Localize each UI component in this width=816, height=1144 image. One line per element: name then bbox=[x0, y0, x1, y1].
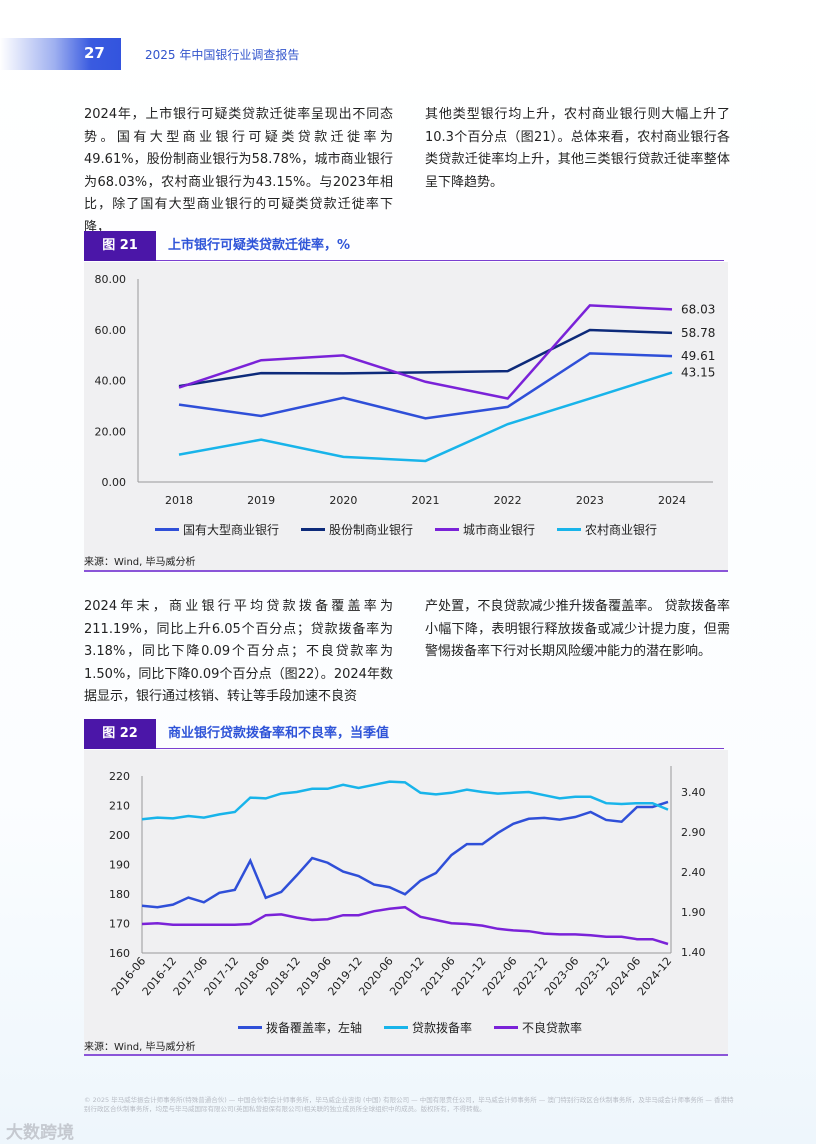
section2-right-text: 产处置，不良贷款减少推升拨备覆盖率。 贷款拨备率小幅下降，表明银行释放拨备或减少… bbox=[425, 599, 730, 660]
series-line bbox=[178, 371, 673, 463]
y-tick-label: 40.00 bbox=[95, 375, 127, 388]
figure21-tag: 图 21 bbox=[84, 231, 156, 261]
legend-swatch bbox=[435, 528, 460, 531]
section2-left-text: 2024年末，商业银行平均贷款拨备覆盖率为211.19%，同比上升6.05个百分… bbox=[84, 599, 393, 705]
left-y-tick-label: 200 bbox=[109, 829, 130, 842]
right-y-tick-label: 1.40 bbox=[681, 946, 706, 959]
end-data-label: 43.15 bbox=[681, 366, 715, 380]
legend-label: 不良贷款率 bbox=[522, 1021, 583, 1035]
figure21-legend: 国有大型商业银行 股份制商业银行 城市商业银行 农村商业银行 bbox=[155, 521, 657, 538]
end-data-label: 49.61 bbox=[681, 349, 715, 363]
figure21-source: 来源：Wind, 毕马威分析 bbox=[84, 557, 196, 568]
figure22-legend-item: 拨备覆盖率，左轴 bbox=[238, 1019, 362, 1036]
legend-swatch bbox=[301, 528, 326, 531]
page-number: 27 bbox=[84, 44, 105, 62]
figure22-chart: 160 170 180 190 200 210 220 1.40 1.90 2.40 2.90 3.4… bbox=[84, 750, 728, 1054]
section1-right-text: 其他类型银行均上升，农村商业银行则大幅上升了10.3个百分点（图21）。总体来看… bbox=[425, 107, 730, 190]
legend-label: 国有大型商业银行 bbox=[183, 523, 280, 537]
left-y-tick-label: 160 bbox=[109, 947, 130, 960]
right-y-tick-label: 1.90 bbox=[681, 906, 706, 919]
right-y-tick-label: 3.40 bbox=[681, 786, 706, 799]
figure22-header: 图 22 商业银行贷款拨备率和不良率，当季值 bbox=[84, 719, 724, 749]
section1-left-text: 2024年，上市银行可疑类贷款迁徙率呈现出不同态势。国有大型商业银行可疑类贷款迁… bbox=[84, 107, 393, 235]
left-y-tick-label: 170 bbox=[109, 918, 130, 931]
end-data-label: 68.03 bbox=[681, 302, 715, 316]
figure21-header: 图 21 上市银行可疑类贷款迁徙率，% bbox=[84, 231, 724, 261]
series-line bbox=[178, 304, 673, 400]
figure21-title: 上市银行可疑类贷款迁徙率，% bbox=[168, 238, 351, 253]
figure22-legend: 拨备覆盖率，左轴 贷款拨备率 不良贷款率 bbox=[238, 1019, 582, 1036]
x-tick-label: 2018 bbox=[165, 494, 193, 507]
legend-label: 城市商业银行 bbox=[463, 523, 536, 537]
legend-swatch bbox=[494, 1026, 519, 1029]
y-tick-label: 0.00 bbox=[102, 476, 127, 489]
figure22-source: 来源：Wind, 毕马威分析 bbox=[84, 1042, 196, 1053]
figure21-bottom-rule bbox=[84, 570, 728, 572]
legend-label: 拨备覆盖率，左轴 bbox=[266, 1021, 363, 1035]
right-y-tick-label: 2.40 bbox=[681, 866, 706, 879]
left-y-tick-label: 180 bbox=[109, 888, 130, 901]
x-tick-label: 2019 bbox=[247, 494, 275, 507]
y-tick-label: 20.00 bbox=[95, 425, 127, 438]
figure22-svg: 160 170 180 190 200 210 220 1.40 1.90 2.40 2.90 3.4… bbox=[109, 766, 706, 998]
x-tick-label: 2023 bbox=[576, 494, 604, 507]
copyright-footer: © 2025 毕马威华振会计师事务所(特殊普通合伙) — 中国合伙制会计师事务所… bbox=[84, 1096, 734, 1113]
figure21-legend-item: 股份制商业银行 bbox=[301, 521, 413, 538]
figure22-tag: 图 22 bbox=[84, 719, 156, 749]
watermark-logo: 大数跨境 bbox=[6, 1123, 74, 1143]
right-y-tick-label: 2.90 bbox=[681, 826, 706, 839]
legend-label: 贷款拨备率 bbox=[412, 1021, 473, 1035]
legend-swatch bbox=[557, 528, 582, 531]
figure22-bottom-rule bbox=[84, 1054, 728, 1056]
end-data-label: 58.78 bbox=[681, 326, 715, 340]
legend-label: 股份制商业银行 bbox=[329, 523, 414, 537]
legend-swatch bbox=[155, 528, 179, 531]
figure21-chart: 0.00 20.00 40.00 60.00 80.00 2018 2019 2020 2021… bbox=[84, 262, 728, 570]
legend-swatch bbox=[384, 1026, 409, 1029]
x-tick-label: 2022 bbox=[494, 494, 522, 507]
figure21-legend-item: 国有大型商业银行 bbox=[155, 521, 279, 538]
legend-label: 农村商业银行 bbox=[585, 523, 658, 537]
figure21-svg: 0.00 20.00 40.00 60.00 80.00 2018 2019 2020 2021… bbox=[95, 273, 716, 507]
x-tick-label: 2020 bbox=[329, 494, 357, 507]
figure21-legend-item: 农村商业银行 bbox=[557, 521, 657, 538]
report-title: 2025 年中国银行业调查报告 bbox=[145, 48, 300, 62]
y-tick-label: 60.00 bbox=[95, 324, 127, 337]
left-y-tick-label: 190 bbox=[109, 859, 130, 872]
legend-swatch bbox=[238, 1026, 262, 1029]
x-tick-label: 2024 bbox=[658, 494, 686, 507]
series-line bbox=[141, 800, 669, 909]
figure22-legend-item: 贷款拨备率 bbox=[384, 1019, 472, 1036]
header-accent-bar bbox=[0, 38, 121, 70]
series-line bbox=[141, 905, 669, 946]
figure21-legend-item: 城市商业银行 bbox=[435, 521, 535, 538]
figure22-legend-item: 不良贷款率 bbox=[494, 1019, 582, 1036]
figure22-title: 商业银行贷款拨备率和不良率，当季值 bbox=[168, 726, 390, 741]
series-line bbox=[178, 328, 673, 388]
left-y-tick-label: 220 bbox=[109, 770, 130, 783]
y-tick-label: 80.00 bbox=[95, 273, 127, 286]
x-tick-label: 2021 bbox=[412, 494, 440, 507]
left-y-tick-label: 210 bbox=[109, 800, 130, 813]
